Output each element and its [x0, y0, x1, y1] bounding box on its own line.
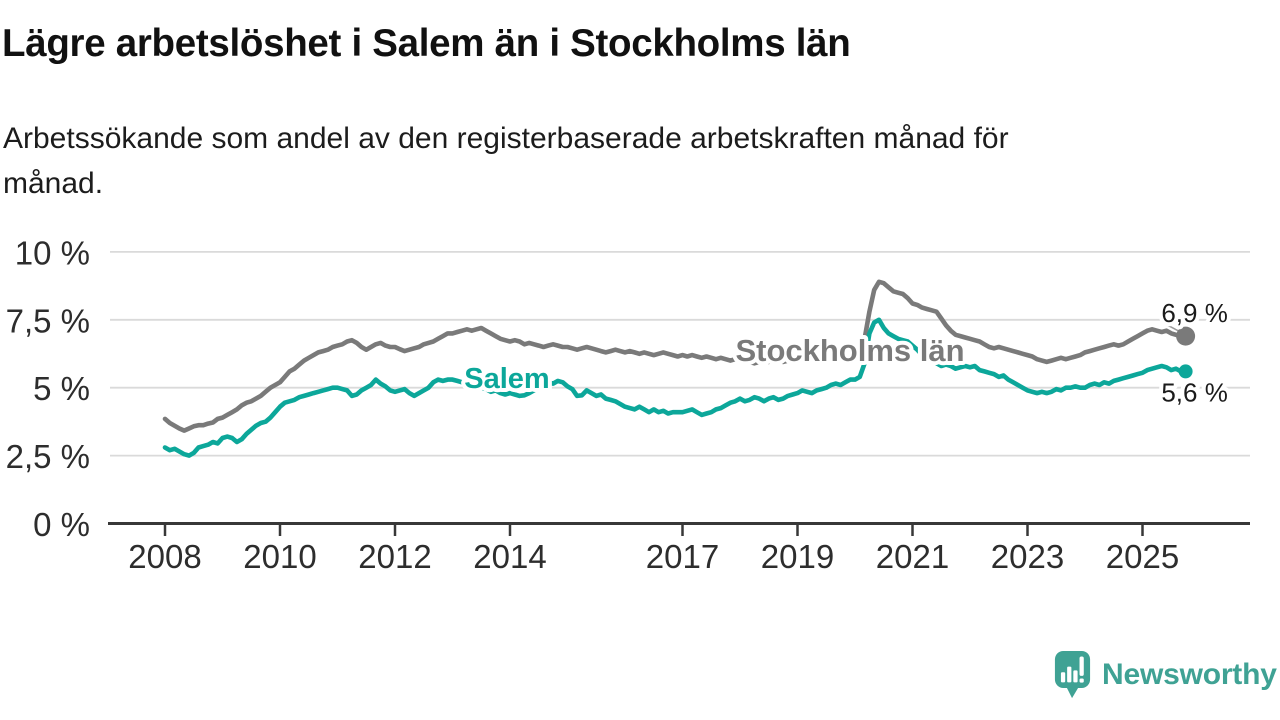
brand-name: Newsworthy	[1102, 658, 1277, 691]
x-axis-tick-label: 2010	[243, 538, 316, 575]
series-line-stockholms-l-n	[162, 279, 1188, 433]
chart-subtitle-line2: månad.	[3, 167, 104, 200]
logo-exclamation-dot	[1079, 678, 1084, 683]
end-label-leader-line	[1163, 322, 1181, 333]
y-axis-tick-label: 5 %	[33, 370, 90, 407]
series-label-stockholms-l-n: Stockholms län	[735, 333, 964, 368]
series-end-dot-salem	[1178, 364, 1193, 379]
x-axis-tick-label: 2014	[473, 538, 546, 575]
series-label-salem: Salem	[464, 363, 549, 395]
series-end-value-label-stockholms-l-n: 6,9 %	[1161, 298, 1228, 328]
logo-bar-2	[1067, 666, 1072, 683]
x-axis-tick-label: 2023	[991, 538, 1064, 575]
brand-footer: Newsworthy	[1054, 648, 1277, 702]
x-axis-tick-label: 2019	[761, 538, 834, 575]
chart-subtitle: Arbetssökande som andel av den registerb…	[3, 116, 1223, 206]
chart-subtitle-line1: Arbetssökande som andel av den registerb…	[3, 122, 1009, 155]
x-axis-tick-label: 2008	[128, 538, 201, 575]
series-end-value-label-salem: 5,6 %	[1161, 377, 1228, 407]
series-end-dot-stockholms-l-n	[1176, 326, 1196, 346]
chart-title: Lägre arbetslöshet i Salem än i Stockhol…	[2, 22, 851, 65]
logo-bar-3	[1073, 670, 1078, 683]
y-axis-tick-label: 2,5 %	[6, 438, 90, 475]
x-axis-tick-label: 2017	[646, 538, 719, 575]
x-axis-tick-label: 2012	[358, 538, 431, 575]
y-axis-tick-label: 0 %	[33, 506, 90, 543]
series-line-salem	[162, 317, 1188, 458]
y-axis-tick-label: 10 %	[15, 234, 90, 271]
logo-bubble-shape	[1054, 650, 1091, 699]
y-axis-tick-label: 7,5 %	[6, 302, 90, 339]
newsworthy-logo-icon	[1054, 650, 1091, 699]
logo-bar-1	[1060, 672, 1066, 683]
x-axis-tick-label: 2025	[1106, 538, 1179, 575]
x-axis-tick-label: 2021	[876, 538, 949, 575]
logo-exclamation-bar	[1079, 656, 1084, 676]
